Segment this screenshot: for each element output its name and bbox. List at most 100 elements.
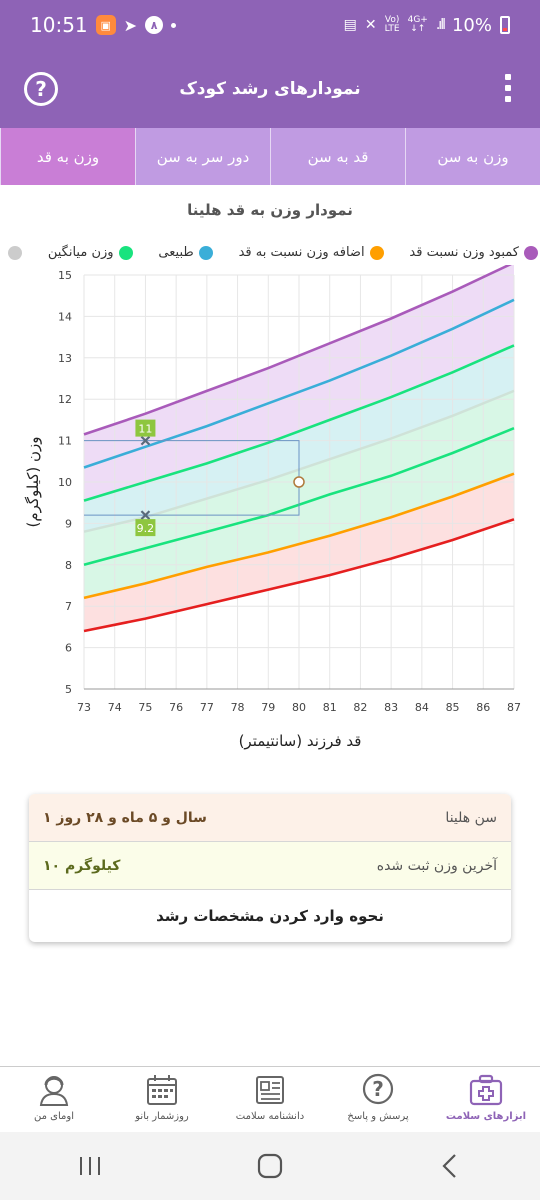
chart-ticks: 73 74 75 76 77 78 79 80 81 82 83 84 85 86 875678910111… (58, 269, 521, 714)
nav-profile[interactable]: اومای من (10, 1067, 98, 1132)
x-tick-label: 76 (169, 701, 183, 714)
back-icon (442, 1154, 456, 1178)
tab-head-circumference-for-age[interactable]: دور سر به سن (135, 128, 270, 185)
growth-info-card: سن هلینا ۱ سال و ۵ ماه و ۲۸ روز آخرین وز… (29, 794, 511, 942)
legend-underweight[interactable]: کمبود وزن نسبت قد (409, 245, 538, 260)
x-tick-label: 86 (476, 701, 490, 714)
nav-encyclopedia[interactable]: دانشنامه سلامت (226, 1067, 314, 1132)
nav-health-tools[interactable]: ابزارهای سلامت (442, 1067, 530, 1132)
y-tick-label: 5 (65, 683, 72, 696)
home-icon (257, 1153, 283, 1179)
weight-row: آخرین وزن ثبت شده ۱۰ کیلوگرم (29, 842, 511, 890)
app-bar: ? نمودارهای رشد کودک (0, 50, 540, 128)
mute-icon: ✕ (364, 17, 377, 33)
overflow-menu-icon[interactable] (504, 74, 512, 102)
status-left: 10:51 ▣ ➤ ۸ (30, 13, 177, 37)
recent-apps-icon (80, 1157, 100, 1175)
volte-icon: Vo) LTE (384, 15, 400, 34)
chart-tabs: وزن به سن قد به سن دور سر به سن وزن به ق… (0, 128, 540, 185)
y-tick-label: 11 (58, 435, 72, 448)
y-tick-label: 15 (58, 269, 72, 282)
home-button[interactable] (240, 1146, 300, 1186)
chart-title: نمودار وزن به قد هلینا (187, 201, 353, 219)
marker-badge (135, 419, 156, 437)
y-tick-label: 9 (65, 517, 72, 530)
telegram-icon: ➤ (123, 15, 138, 35)
status-bar: 10:51 ▣ ➤ ۸ ▤ ✕ Vo) LTE 4G+ ↓↑ .ıll 10% (0, 0, 540, 50)
age-value: ۱ سال و ۵ ماه و ۲۸ روز (43, 809, 207, 826)
battery-percent: 10% (451, 14, 492, 36)
how-to-enter-growth-link[interactable]: نحوه وارد کردن مشخصات رشد (156, 907, 384, 925)
help-icon[interactable]: ? (24, 72, 58, 106)
y-axis-label: وزن (کیلوگرم) (24, 436, 42, 527)
x-tick-label: 81 (323, 701, 337, 714)
back-button[interactable] (420, 1146, 480, 1186)
legend-dot-icon (118, 245, 133, 260)
y-tick-label: 6 (65, 642, 72, 655)
weight-for-height-chart: 119.2 73 74 75 76 77 78 79 80 81 82 83 84 85 86 875678… (24, 265, 521, 750)
tab-weight-for-age[interactable]: وزن به سن (405, 128, 540, 185)
weight-value: ۱۰ کیلوگرم (43, 857, 121, 874)
marker-label: 9.2 (137, 522, 155, 535)
tab-weight-for-height[interactable]: وزن به قد (0, 128, 135, 185)
chart-markers: 119.2 (135, 419, 156, 537)
svg-text:?: ? (372, 1077, 384, 1101)
marker-cross (140, 510, 151, 520)
marker-label: 11 (138, 423, 152, 436)
status-right: ▤ ✕ Vo) LTE 4G+ ↓↑ .ıll 10% (344, 15, 510, 36)
legend-dot-icon (524, 245, 538, 260)
status-time: 10:51 (30, 13, 88, 37)
series-line (83, 344, 515, 502)
x-tick-label: 77 (200, 701, 214, 714)
reference-point (293, 476, 305, 488)
notification-app-icon: ▣ (95, 15, 116, 35)
encyclopedia-icon (256, 1076, 284, 1104)
x-tick-label: 82 (353, 701, 367, 714)
x-tick-label: 85 (446, 701, 460, 714)
nav-questions[interactable]: ? پرسش و پاسخ (334, 1067, 422, 1132)
nav-calendar[interactable]: روزشمار بانو (118, 1067, 206, 1132)
system-navigation-bar (0, 1132, 540, 1200)
y-tick-label: 12 (58, 393, 72, 406)
chart-guides (84, 440, 305, 516)
question-icon: ? (362, 1073, 394, 1105)
battery-icon (500, 16, 510, 34)
legend-overweight[interactable]: اضافه وزن نسبت به قد (239, 245, 384, 260)
tab-height-for-age[interactable]: قد به سن (270, 128, 405, 185)
marker-cross (140, 435, 151, 446)
series-line (83, 518, 515, 633)
x-tick-label: 79 (261, 701, 275, 714)
x-tick-label: 84 (415, 701, 429, 714)
signal-icon: .ıll (435, 17, 446, 33)
x-tick-label: 73 (77, 701, 91, 714)
nfc-icon: ▤ (343, 17, 357, 33)
y-tick-label: 14 (58, 310, 72, 323)
network-4g-icon: 4G+ ↓↑ (407, 15, 428, 34)
x-tick-label: 78 (231, 701, 245, 714)
series-line (83, 472, 515, 600)
x-tick-label: 75 (138, 701, 152, 714)
more-notifications-icon (171, 22, 177, 28)
legend-normal[interactable]: طبیعی (158, 245, 213, 260)
age-label: سن هلینا (445, 809, 497, 826)
bottom-navigation: ابزارهای سلامت ? پرسش و پاسخ دانشنامه سل… (0, 1066, 540, 1132)
x-tick-label: 80 (292, 701, 306, 714)
x-axis-label: قد فرزند (سانتیمتر) (239, 732, 362, 750)
series-line (83, 298, 515, 469)
legend-dot-icon (198, 245, 213, 260)
y-tick-label: 13 (58, 352, 72, 365)
y-tick-label: 8 (65, 559, 72, 572)
chart-legend: کمبود وزن نسبت قد اضافه وزن نسبت به قد ط… (8, 245, 538, 260)
notification-count-icon: ۸ (145, 16, 164, 34)
recent-apps-button[interactable] (60, 1146, 120, 1186)
weight-label: آخرین وزن ثبت شده (376, 857, 497, 874)
y-tick-label: 10 (58, 476, 72, 489)
legend-average-weight[interactable]: وزن میانگین (48, 245, 133, 260)
legend-gray[interactable] (8, 245, 22, 260)
x-tick-label: 74 (108, 701, 122, 714)
page-title: نمودارهای رشد کودک (179, 79, 361, 99)
legend-dot-icon (8, 245, 22, 260)
profile-icon (39, 1076, 69, 1106)
health-tools-icon (469, 1074, 503, 1106)
